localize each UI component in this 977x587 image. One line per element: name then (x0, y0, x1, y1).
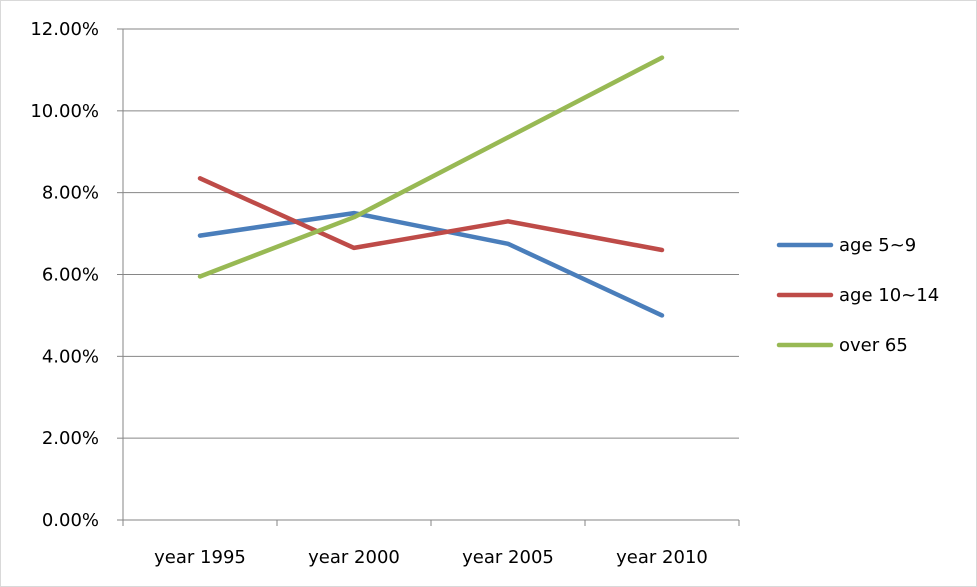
legend: age 5~9 age 10~14 over 65 (776, 235, 939, 356)
legend-label-2: age 10~14 (839, 285, 939, 306)
y-tick-label: 6.00% (42, 265, 99, 286)
series-line-1 (197, 210, 665, 318)
x-tick-labels: year 1995 year 2000 year 2005 year 2010 (154, 547, 708, 568)
series-lines (197, 55, 665, 318)
x-tick-label: year 2005 (462, 547, 554, 568)
legend-label-1: age 5~9 (839, 235, 916, 256)
legend-label-3: over 65 (839, 335, 908, 356)
grid-lines (123, 28, 739, 439)
series-line-3 (197, 55, 665, 279)
y-tick-label: 4.00% (42, 346, 99, 367)
y-tick-label: 10.00% (30, 101, 99, 122)
x-tick-label: year 1995 (154, 547, 246, 568)
y-tick-label: 0.00% (42, 510, 99, 531)
series-line-2 (197, 176, 665, 253)
y-tick-label: 8.00% (42, 183, 99, 204)
x-tick-label: year 2000 (308, 547, 400, 568)
y-tick-label: 12.00% (30, 19, 99, 40)
y-tick-labels: 0.00% 2.00% 4.00% 6.00% 8.00% 10.00% 12.00% (30, 19, 99, 531)
axes (117, 28, 740, 526)
x-tick-label: year 2010 (616, 547, 708, 568)
y-tick-label: 2.00% (42, 428, 99, 449)
